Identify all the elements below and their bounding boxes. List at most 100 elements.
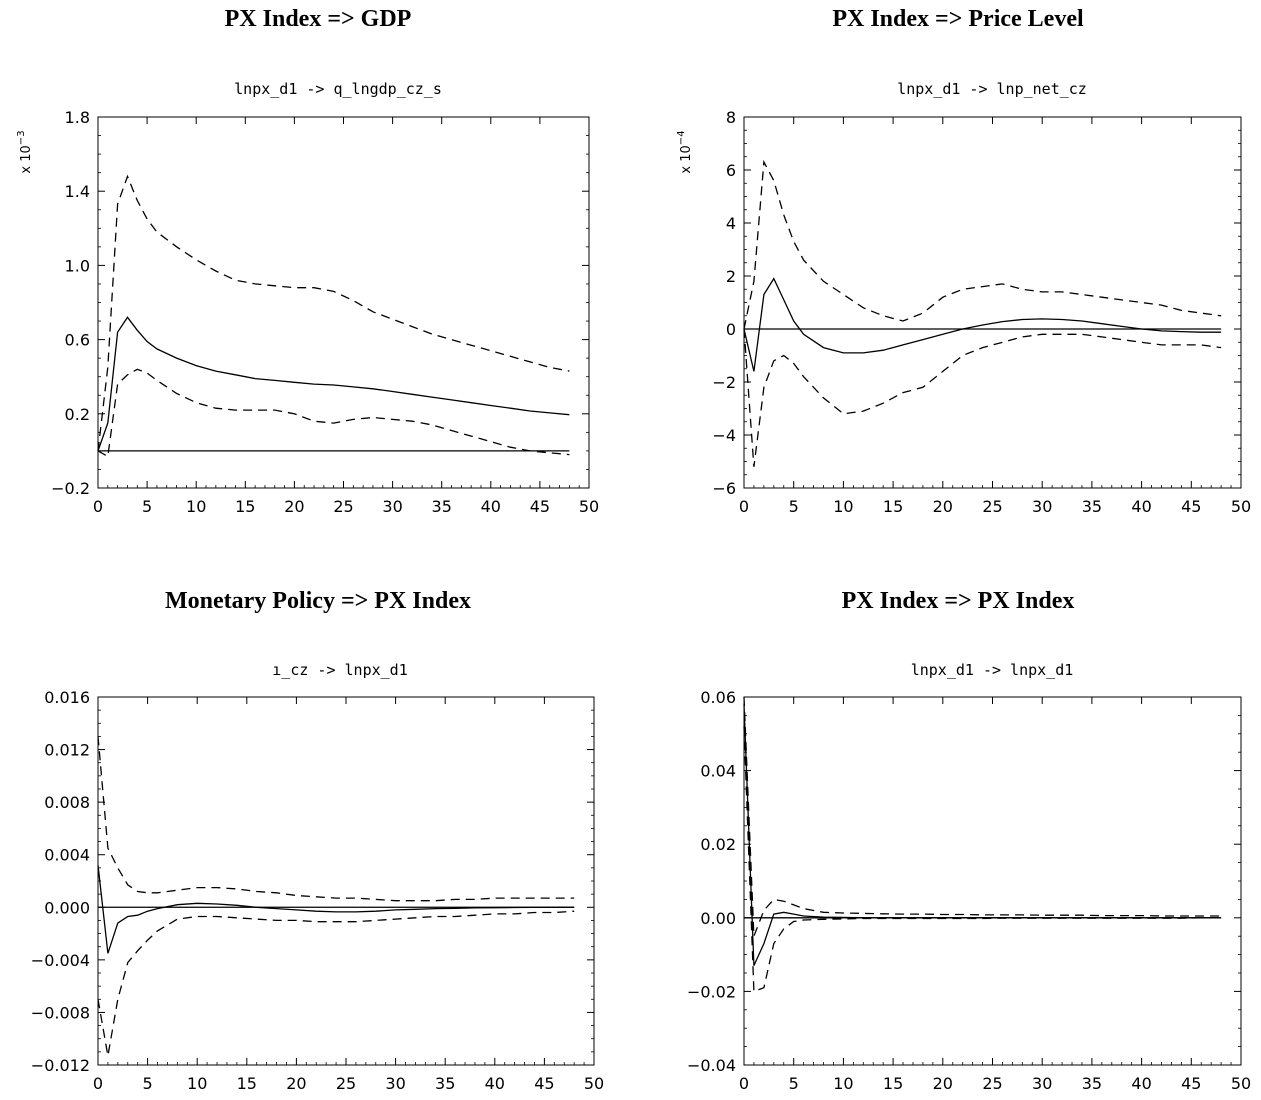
x-tick-label: 5: [789, 1074, 799, 1093]
y-tick-label: 0.06: [700, 688, 736, 707]
chart-panel-2: PX Index => Price Level lnpx_d1 -> lnp_ne…: [676, 6, 1251, 516]
panel-subtitle: ı_cz -> lnpx_d1: [272, 661, 407, 679]
x-tick-label: 25: [336, 1074, 356, 1093]
panel-title: Monetary Policy => PX Index: [165, 588, 471, 614]
x-tick-label: 5: [143, 1074, 153, 1093]
y-tick-label: 4: [726, 214, 736, 233]
x-tick-label: 30: [1032, 497, 1052, 516]
svg-text:x 10−3: x 10−3: [16, 130, 34, 173]
y-tick-label: 0.000: [44, 898, 90, 917]
chart-panel-4: PX Index => PX Index lnpx_d1 -> lnpx_d1 0 5…: [687, 588, 1251, 1093]
y-tick-label: 0: [726, 320, 736, 339]
x-tick-label: 50: [584, 1074, 604, 1093]
y-tick-label: −0.012: [31, 1056, 90, 1075]
x-tick-label: 40: [481, 497, 501, 516]
x-tick-label: 10: [186, 497, 206, 516]
response-line: [743, 277, 1222, 372]
upper-band-line: [743, 159, 1222, 330]
panel-subtitle: lnpx_d1 -> lnpx_d1: [911, 661, 1074, 679]
y-tick-label: −0.004: [31, 951, 90, 970]
x-tick-label: 45: [534, 1074, 554, 1093]
x-tick-label: 45: [1181, 1074, 1201, 1093]
lower-band-line: [97, 910, 575, 1056]
y-tick-label: −0.2: [51, 479, 90, 498]
upper-band-line: [97, 736, 575, 902]
y-tick-label: 6: [726, 161, 736, 180]
x-tick-label: 25: [982, 497, 1002, 516]
response-line: [743, 704, 1222, 966]
scale-label: x 10: [679, 145, 694, 173]
svg-text:x 10−4: x 10−4: [676, 130, 694, 173]
x-tick-label: 45: [530, 497, 550, 516]
axis-scale-factor: x 10−3: [16, 130, 34, 173]
y-tick-label: 0.016: [44, 688, 90, 707]
x-tick-label: 45: [1181, 497, 1201, 516]
chart-panel-1: PX Index => GDP lnpx_d1 -> q_lngdp_cz_sx …: [16, 6, 599, 516]
x-tick-label: 5: [789, 497, 799, 516]
x-tick-label: 50: [579, 497, 599, 516]
y-tick-label: 1.8: [65, 108, 90, 127]
x-tick-label: 0: [739, 1074, 749, 1093]
y-tick-label: 0.00: [700, 909, 736, 928]
axis-scale-factor: x 10−4: [676, 130, 694, 173]
x-tick-label: 30: [385, 1074, 405, 1093]
x-tick-label: 5: [142, 497, 152, 516]
x-tick-label: 0: [739, 497, 749, 516]
response-line: [97, 865, 575, 954]
upper-band-line: [97, 174, 570, 451]
plot-frame: [97, 696, 595, 1066]
chart-panel-3: Monetary Policy => PX Index ı_cz -> lnpx_…: [31, 588, 604, 1093]
scale-exponent: −3: [16, 130, 27, 145]
plot-frame: [97, 116, 590, 489]
x-tick-label: 20: [284, 497, 304, 516]
x-tick-label: 20: [933, 1074, 953, 1093]
y-tick-label: 0.2: [65, 405, 90, 424]
x-tick-label: 25: [982, 1074, 1002, 1093]
x-tick-label: 0: [93, 1074, 103, 1093]
scale-label: x 10: [19, 145, 34, 173]
x-tick-label: 10: [833, 497, 853, 516]
panel-title: PX Index => Price Level: [832, 6, 1084, 32]
x-tick-label: 35: [432, 497, 452, 516]
x-tick-label: 20: [933, 497, 953, 516]
y-tick-label: 0.02: [700, 835, 736, 854]
scale-exponent: −4: [676, 130, 687, 145]
y-tick-label: −0.008: [31, 1003, 90, 1022]
lower-band-line: [743, 328, 1222, 467]
x-tick-label: 50: [1231, 1074, 1251, 1093]
y-tick-label: −4: [712, 426, 736, 445]
x-tick-label: 40: [1131, 497, 1151, 516]
y-tick-label: −0.04: [687, 1056, 736, 1075]
upper-band-line: [743, 696, 1222, 937]
x-tick-label: 35: [435, 1074, 455, 1093]
x-tick-label: 0: [93, 497, 103, 516]
x-tick-label: 15: [235, 497, 255, 516]
panel-subtitle: lnpx_d1 -> lnp_net_cz: [897, 80, 1087, 98]
panel-title: PX Index => GDP: [225, 6, 412, 32]
y-tick-label: 8: [726, 108, 736, 127]
y-tick-label: 0.008: [44, 793, 90, 812]
lower-band-line: [743, 726, 1222, 993]
x-tick-label: 10: [833, 1074, 853, 1093]
y-tick-label: 0.6: [65, 331, 90, 350]
x-tick-label: 20: [286, 1074, 306, 1093]
y-tick-label: −6: [712, 479, 736, 498]
x-tick-label: 50: [1231, 497, 1251, 516]
y-tick-label: 0.004: [44, 846, 90, 865]
x-tick-label: 15: [883, 497, 903, 516]
plot-frame: [743, 116, 1242, 489]
y-tick-label: 1.0: [65, 256, 90, 275]
x-tick-label: 15: [883, 1074, 903, 1093]
x-tick-label: 10: [187, 1074, 207, 1093]
x-tick-label: 35: [1082, 497, 1102, 516]
panel-subtitle: lnpx_d1 -> q_lngdp_cz_s: [234, 80, 442, 98]
x-tick-label: 35: [1082, 1074, 1102, 1093]
y-tick-label: 1.4: [65, 182, 90, 201]
x-tick-label: 15: [237, 1074, 257, 1093]
x-tick-label: 40: [485, 1074, 505, 1093]
y-tick-label: −2: [712, 373, 736, 392]
y-tick-label: 0.04: [700, 762, 736, 781]
x-tick-label: 40: [1131, 1074, 1151, 1093]
lower-band-line: [97, 368, 570, 458]
plot-frame: [743, 696, 1242, 1066]
